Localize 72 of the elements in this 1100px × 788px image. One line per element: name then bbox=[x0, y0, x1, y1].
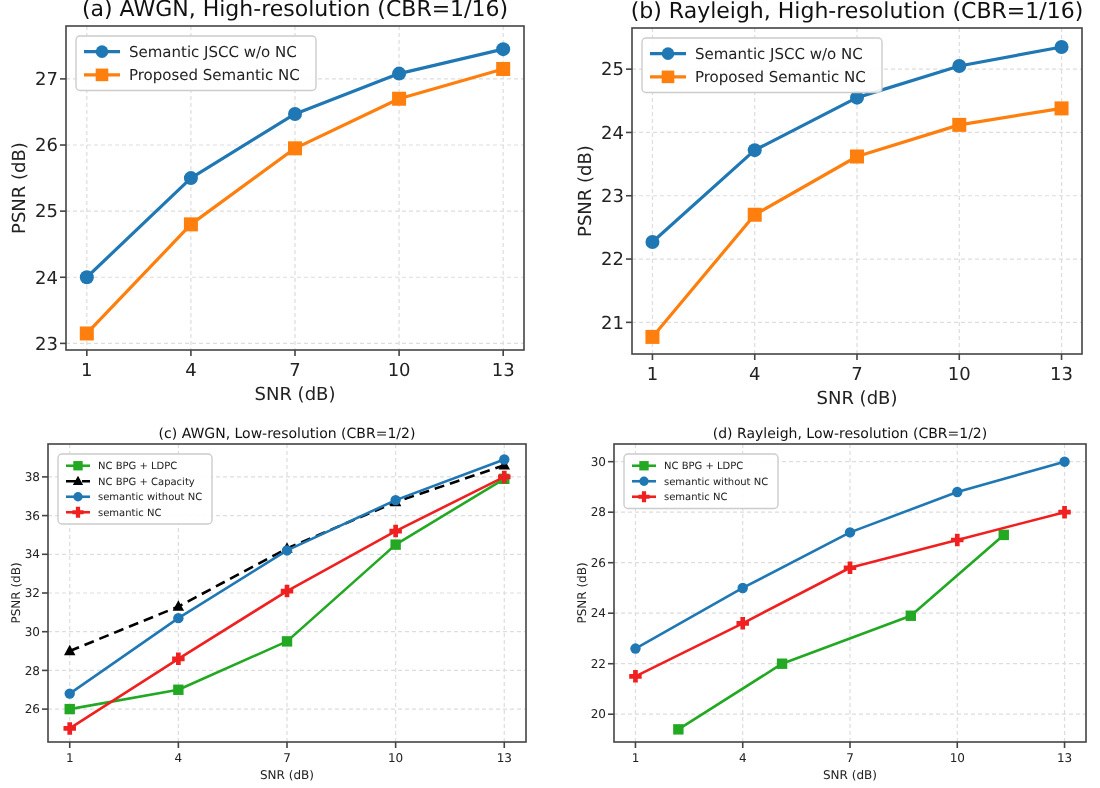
point bbox=[79, 326, 94, 341]
point bbox=[1054, 101, 1069, 116]
point bbox=[850, 149, 864, 164]
x-tick-label: 1 bbox=[646, 366, 659, 386]
x-tick-label: 7 bbox=[289, 362, 301, 382]
point bbox=[952, 486, 963, 498]
x-tick-label: 13 bbox=[1050, 366, 1073, 386]
point bbox=[281, 636, 293, 647]
x-tick-label: 10 bbox=[947, 366, 972, 386]
chart-title: (b) Rayleigh, High-resolution (CBR=1/16) bbox=[630, 0, 1084, 25]
point bbox=[63, 722, 76, 735]
x-axis-title: SNR (dB) bbox=[254, 385, 336, 406]
y-tick-label: 23 bbox=[35, 335, 58, 356]
point bbox=[499, 454, 510, 465]
point bbox=[629, 670, 642, 683]
point bbox=[172, 600, 185, 611]
point bbox=[645, 329, 660, 344]
chart-title: (a) AWGN, High-resolution (CBR=1/16) bbox=[81, 0, 509, 23]
x-tick-label: 4 bbox=[185, 362, 198, 382]
point bbox=[64, 688, 75, 699]
y-tick-label: 24 bbox=[601, 124, 625, 145]
point bbox=[998, 529, 1009, 541]
point bbox=[951, 533, 964, 547]
point bbox=[389, 524, 402, 538]
point bbox=[850, 90, 864, 105]
point bbox=[183, 217, 198, 232]
x-tick-label: 4 bbox=[748, 366, 761, 386]
y-tick-label: 25 bbox=[601, 61, 624, 82]
y-tick-label: 22 bbox=[601, 251, 624, 272]
point bbox=[1058, 505, 1071, 519]
point bbox=[952, 58, 967, 73]
point bbox=[645, 234, 660, 249]
y-tick-label: 25 bbox=[35, 203, 58, 224]
point bbox=[64, 644, 76, 656]
point bbox=[392, 66, 407, 81]
point bbox=[173, 612, 184, 624]
point bbox=[64, 703, 75, 715]
point bbox=[843, 561, 857, 574]
x-tick-label: 1 bbox=[81, 362, 93, 382]
y-axis-title: PSNR (dB) bbox=[576, 145, 597, 237]
point bbox=[736, 617, 749, 630]
point bbox=[496, 61, 511, 76]
point bbox=[390, 539, 401, 550]
y-tick-label: 24 bbox=[35, 269, 59, 290]
y-tick-label: 27 bbox=[35, 71, 58, 92]
y-axis-title: PSNR (dB) bbox=[10, 142, 31, 234]
point bbox=[1054, 39, 1069, 54]
point bbox=[952, 117, 967, 132]
point bbox=[392, 91, 407, 106]
point bbox=[747, 143, 762, 158]
y-tick-label: 26 bbox=[35, 137, 59, 158]
point bbox=[79, 270, 94, 285]
y-tick-label: 21 bbox=[601, 314, 624, 335]
x-tick-label: 7 bbox=[851, 366, 863, 386]
point bbox=[630, 643, 641, 654]
y-tick-label: 23 bbox=[601, 188, 624, 209]
point bbox=[183, 171, 198, 186]
point bbox=[737, 582, 748, 594]
point bbox=[172, 652, 185, 666]
x-tick-label: 10 bbox=[387, 362, 412, 382]
x-tick-label: 13 bbox=[491, 362, 515, 382]
point bbox=[288, 106, 302, 121]
point bbox=[776, 658, 788, 669]
point bbox=[173, 684, 184, 695]
point bbox=[844, 527, 856, 538]
x-axis-title: SNR (dB) bbox=[816, 389, 898, 410]
point bbox=[496, 42, 511, 57]
point bbox=[1059, 456, 1070, 467]
point bbox=[905, 610, 916, 621]
point bbox=[673, 724, 684, 735]
point bbox=[288, 141, 302, 156]
point bbox=[747, 207, 762, 222]
